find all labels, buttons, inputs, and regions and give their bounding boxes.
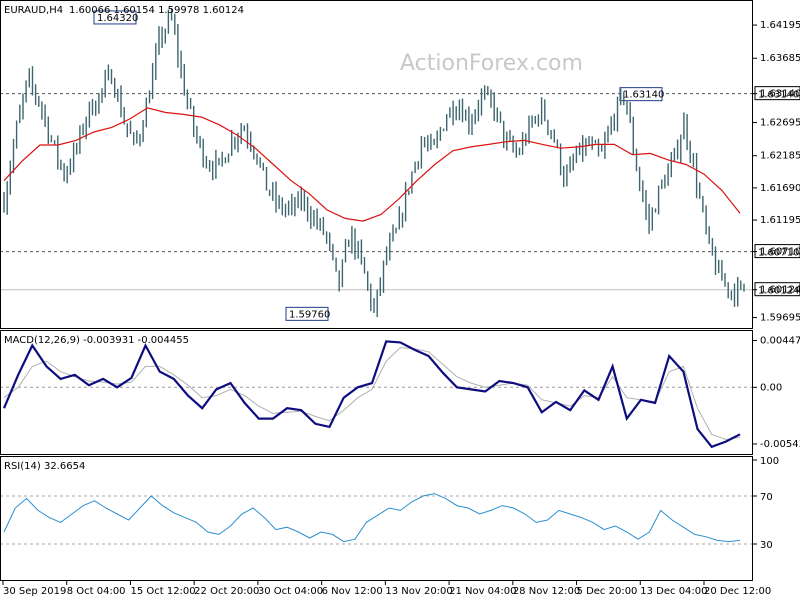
price-axis-tick: 1.60124 xyxy=(760,285,800,296)
rsi-line xyxy=(3,493,741,543)
axis-level-label: 1.60710 xyxy=(758,248,799,259)
price-axis-tick: 1.61195 xyxy=(760,215,800,226)
price-axis-tick: 1.63685 xyxy=(760,53,800,64)
axis-level-label: 1.60124 xyxy=(758,286,799,297)
price-axis-tick: 1.61690 xyxy=(760,183,800,194)
time-axis-tick: 20 Dec 12:00 xyxy=(704,586,771,597)
rsi-axis-tick: 70 xyxy=(760,492,773,503)
macd-axis-tick: 0.00 xyxy=(760,382,782,393)
time-axis-tick: 22 Oct 20:00 xyxy=(194,586,259,597)
macd-title: MACD(12,26,9) -0.003931 -0.004455 xyxy=(4,335,189,346)
price-panel: ActionForex.com 1.64320 1.63140 1.63140 1.6… xyxy=(0,0,800,329)
macd-main-line xyxy=(2,340,741,449)
price-axis-tick: 1.63140 xyxy=(760,89,800,100)
watermark: ActionForex.com xyxy=(400,51,583,76)
time-axis-tick: 30 Sep 2019 xyxy=(3,586,66,597)
time-axis-tick: 13 Nov 20:00 xyxy=(385,586,452,597)
price-axis-tick: 1.62695 xyxy=(760,118,800,129)
time-axis-tick: 13 Dec 04:00 xyxy=(640,586,707,597)
time-axis-tick: 8 Oct 04:00 xyxy=(67,586,126,597)
moving-average-line xyxy=(3,107,741,222)
rsi-axis-tick: 30 xyxy=(760,540,773,551)
rsi-panel: 100 70 30 RSI(14) 32.6654 xyxy=(0,456,779,581)
chart-symbol: EURAUD,H4 xyxy=(4,5,63,16)
macd-axis-tick: -0.00543 xyxy=(760,439,800,450)
macd-panel: 0.004479 0.00 -0.00543 MACD(12,26,9) -0.00… xyxy=(0,330,800,455)
rsi-axis-tick: 100 xyxy=(760,456,779,467)
level-label: 1.64320 xyxy=(97,13,138,24)
price-axis-tick: 1.62185 xyxy=(760,151,800,162)
macd-axis-tick: 0.004479 xyxy=(760,336,800,347)
price-axis-tick: 1.60710 xyxy=(760,247,800,258)
time-axis-tick: 5 Dec 20:00 xyxy=(577,586,638,597)
time-axis-tick: 21 Nov 04:00 xyxy=(449,586,516,597)
level-label: 1.63140 xyxy=(623,90,664,101)
chart-ohlc: 1.60066 1.60154 1.59978 1.60124 xyxy=(69,5,244,16)
level-label: 1.59760 xyxy=(289,309,330,320)
time-axis-tick: 28 Nov 12:00 xyxy=(513,586,580,597)
rsi-title: RSI(14) 32.6654 xyxy=(4,461,85,472)
axis-level-label: 1.63140 xyxy=(758,90,799,101)
price-axis-tick: 1.64195 xyxy=(760,20,800,31)
price-axis-tick: 1.59695 xyxy=(760,313,800,324)
time-axis-tick: 30 Oct 04:00 xyxy=(258,586,323,597)
time-axis-tick: 6 Nov 12:00 xyxy=(322,586,383,597)
time-axis-tick: 15 Oct 12:00 xyxy=(130,586,195,597)
